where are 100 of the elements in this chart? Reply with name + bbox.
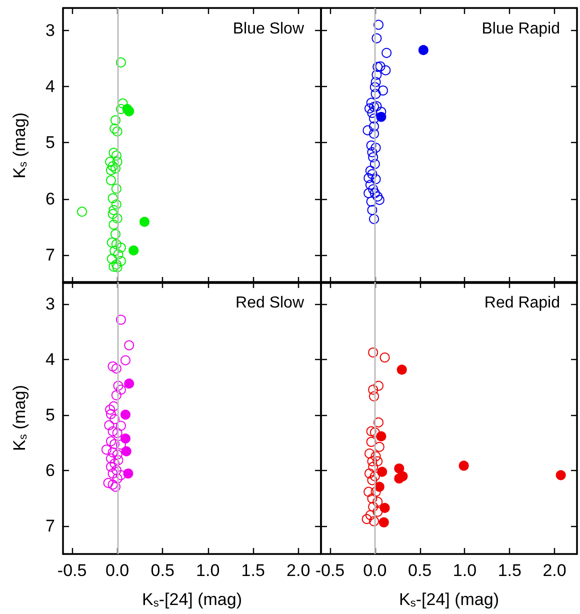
point	[120, 355, 130, 366]
point	[370, 88, 381, 99]
point	[108, 447, 118, 458]
point	[111, 239, 122, 250]
y-tick-label: 7	[46, 516, 55, 536]
x-tick-label: 1.0	[196, 561, 220, 580]
point	[373, 380, 384, 391]
point	[398, 471, 408, 482]
point	[108, 220, 119, 230]
point	[365, 510, 376, 520]
point	[370, 486, 381, 497]
point	[110, 115, 121, 126]
point	[111, 259, 122, 270]
point	[106, 436, 116, 446]
point	[370, 471, 380, 482]
point	[106, 409, 116, 420]
point	[367, 493, 378, 504]
point	[364, 188, 374, 198]
point	[374, 442, 384, 452]
point	[128, 245, 139, 256]
point	[368, 184, 378, 194]
point	[370, 82, 380, 92]
point	[369, 128, 379, 139]
point	[108, 401, 119, 412]
point	[368, 152, 378, 162]
point	[369, 516, 379, 526]
text: Red Slow	[236, 294, 304, 312]
point	[396, 364, 407, 375]
y-tick-label: 6	[46, 461, 55, 480]
point	[108, 208, 118, 219]
x-tick-label: 1.5	[241, 561, 265, 580]
point	[106, 454, 116, 464]
point	[113, 455, 124, 466]
point	[370, 159, 380, 170]
point	[77, 206, 88, 217]
x-tick-label: 0.5	[150, 561, 174, 580]
point	[365, 166, 376, 176]
point	[364, 173, 374, 184]
x-tick-label: 2.0	[542, 561, 566, 580]
point	[116, 420, 126, 431]
text: Blue Rapid	[482, 20, 560, 38]
point	[111, 184, 122, 194]
point	[366, 196, 376, 207]
point	[108, 426, 118, 436]
point	[116, 256, 126, 266]
text: Blue Slow	[232, 20, 304, 38]
point	[108, 161, 118, 172]
point	[458, 460, 469, 471]
point	[110, 458, 120, 469]
point	[116, 314, 126, 325]
point	[120, 434, 130, 444]
point	[120, 410, 130, 420]
y-tick-label: 4	[46, 350, 55, 370]
point	[367, 475, 378, 486]
x-tick-label: 1.0	[452, 561, 477, 580]
point	[368, 384, 378, 395]
point	[123, 468, 134, 479]
point	[124, 340, 134, 350]
point	[104, 420, 114, 430]
point	[372, 33, 382, 44]
point	[105, 404, 116, 415]
point	[116, 104, 126, 114]
point	[118, 98, 128, 108]
point	[372, 496, 383, 507]
point	[106, 254, 117, 264]
point	[112, 450, 122, 460]
point	[110, 439, 120, 450]
point	[368, 462, 378, 472]
point	[369, 214, 379, 224]
point	[108, 193, 118, 204]
point	[112, 262, 122, 272]
point	[372, 70, 382, 80]
point	[369, 391, 379, 402]
y-tick-label: 5	[46, 133, 55, 152]
point	[376, 431, 386, 442]
point	[367, 456, 378, 466]
point	[112, 213, 122, 224]
point	[113, 380, 124, 391]
point	[112, 474, 122, 484]
point	[365, 180, 376, 190]
point	[366, 426, 376, 436]
point	[370, 174, 381, 184]
point	[372, 506, 383, 517]
x-tick-label: -0.5	[315, 561, 345, 580]
point	[373, 20, 384, 30]
point	[112, 156, 122, 167]
point	[374, 482, 384, 492]
point	[362, 125, 373, 136]
point	[364, 468, 375, 479]
point	[110, 164, 121, 174]
point	[373, 417, 384, 428]
point	[370, 188, 380, 198]
point	[110, 124, 120, 134]
point	[418, 45, 428, 56]
point	[111, 150, 122, 161]
point	[108, 468, 118, 479]
point	[366, 436, 376, 447]
point	[369, 121, 379, 132]
point	[370, 77, 381, 88]
point	[106, 238, 117, 248]
